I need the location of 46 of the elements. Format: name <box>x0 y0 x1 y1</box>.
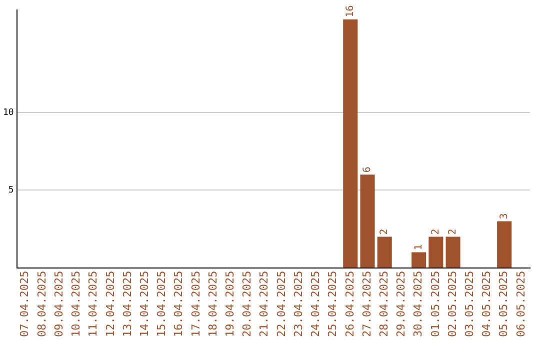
data-label: 16 <box>344 5 356 18</box>
bar <box>360 174 375 268</box>
x-tick-label: 19.04.2025 <box>224 270 237 338</box>
x-tick-label: 08.04.2025 <box>35 270 48 338</box>
x-tick-label: 05.05.2025 <box>497 270 510 338</box>
bar <box>412 252 426 268</box>
bar <box>377 236 392 268</box>
x-tick-label: 11.04.2025 <box>86 270 100 338</box>
x-tick-label: 23.04.2025 <box>292 270 305 338</box>
x-tick-label: 17.04.2025 <box>189 270 202 338</box>
data-label: 3 <box>498 213 510 220</box>
x-tick-label: 20.04.2025 <box>240 270 254 338</box>
x-tick-label: 21.04.2025 <box>258 270 271 338</box>
x-tick-label: 09.04.2025 <box>52 270 66 338</box>
x-tick-label: 14.04.2025 <box>138 270 151 338</box>
y-tick-label: 5 <box>8 185 14 196</box>
x-tick-label: 27.04.2025 <box>360 270 374 338</box>
data-label: 2 <box>430 228 442 235</box>
x-tick-label: 04.05.2025 <box>480 270 494 338</box>
data-label: 2 <box>448 228 459 235</box>
y-tick-label: 10 <box>2 108 14 118</box>
x-tick-label: 18.04.2025 <box>206 270 220 338</box>
x-tick-label: 03.05.2025 <box>462 270 476 338</box>
x-tick-label: 22.04.2025 <box>274 270 288 338</box>
x-tick-label: 07.04.2025 <box>18 270 32 338</box>
x-tick-label: 13.04.2025 <box>120 270 134 338</box>
x-tick-label: 24.04.2025 <box>309 270 322 338</box>
x-tick-label: 12.04.2025 <box>104 270 117 338</box>
bar <box>428 236 444 268</box>
x-tick-label: 16.04.2025 <box>172 270 186 338</box>
data-label: 2 <box>379 228 390 235</box>
x-tick-label: 25.04.2025 <box>326 270 340 338</box>
data-label: 6 <box>362 166 374 173</box>
x-tick-label: 15.04.2025 <box>155 270 168 338</box>
x-tick-label: 26.04.2025 <box>343 270 356 338</box>
bar <box>497 221 512 268</box>
x-tick-label: 29.04.2025 <box>394 270 408 338</box>
data-label: 1 <box>413 244 424 250</box>
bar <box>343 19 358 268</box>
x-tick-label: 02.05.2025 <box>446 270 459 338</box>
x-tick-label: 06.05.2025 <box>514 270 528 338</box>
x-tick-label: 10.04.2025 <box>70 270 83 338</box>
x-tick-label: 28.04.2025 <box>377 270 390 338</box>
bar <box>446 236 460 268</box>
x-tick-label: 30.04.2025 <box>412 270 425 338</box>
x-tick-label: 01.05.2025 <box>428 270 442 338</box>
